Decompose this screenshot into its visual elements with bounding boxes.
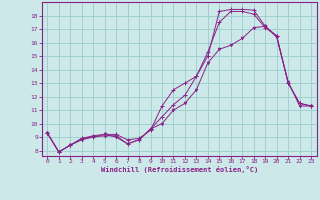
X-axis label: Windchill (Refroidissement éolien,°C): Windchill (Refroidissement éolien,°C) [100,166,258,173]
